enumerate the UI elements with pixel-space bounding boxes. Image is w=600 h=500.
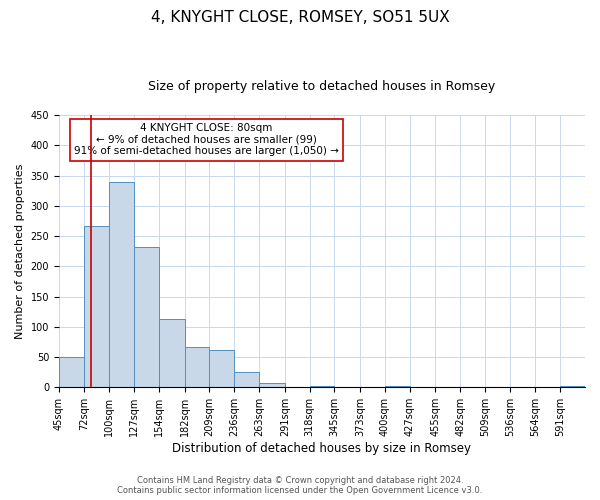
Bar [83,226,109,388]
Text: Contains HM Land Registry data © Crown copyright and database right 2024.
Contai: Contains HM Land Registry data © Crown c… [118,476,482,495]
Bar [209,350,234,388]
Bar [185,348,209,388]
Bar [159,319,185,388]
X-axis label: Distribution of detached houses by size in Romsey: Distribution of detached houses by size … [172,442,472,455]
Y-axis label: Number of detached properties: Number of detached properties [15,164,25,339]
Bar [259,383,285,388]
Bar [560,386,585,388]
Bar [134,247,159,388]
Bar [385,386,410,388]
Text: 4, KNYGHT CLOSE, ROMSEY, SO51 5UX: 4, KNYGHT CLOSE, ROMSEY, SO51 5UX [151,10,449,25]
Bar [109,182,134,388]
Text: 4 KNYGHT CLOSE: 80sqm
← 9% of detached houses are smaller (99)
91% of semi-detac: 4 KNYGHT CLOSE: 80sqm ← 9% of detached h… [74,123,338,156]
Bar [310,386,334,388]
Bar [234,372,259,388]
Bar [59,357,83,388]
Title: Size of property relative to detached houses in Romsey: Size of property relative to detached ho… [148,80,496,93]
